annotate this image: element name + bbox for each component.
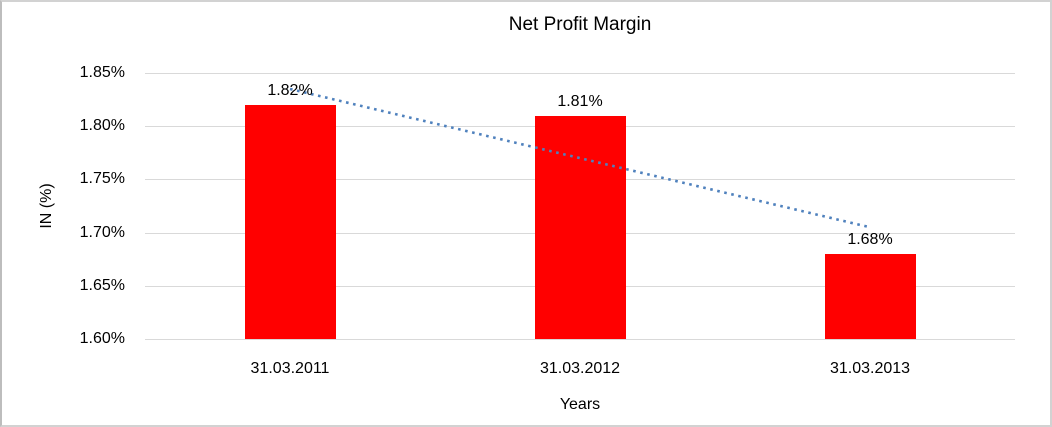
gridline (145, 73, 1015, 74)
bar (534, 115, 626, 339)
chart-title: Net Profit Margin (508, 14, 652, 35)
bar-value-label: 1.68% (847, 230, 893, 248)
bar (244, 104, 336, 339)
bar (824, 253, 916, 339)
bar-value-label: 1.82% (267, 81, 313, 99)
y-tick-label: 1.85% (79, 64, 125, 81)
x-tick-label: 31.03.2012 (539, 360, 621, 377)
x-tick-label: 31.03.2013 (829, 360, 911, 377)
y-tick-label: 1.65% (79, 276, 125, 294)
y-tick-label: 1.80% (79, 117, 125, 135)
y-tick-label: 1.75% (79, 170, 125, 188)
x-tick-label: 31.03.2011 (250, 360, 330, 377)
bar-value-label: 1.81% (557, 92, 603, 110)
y-axis-title: IN (%) (38, 183, 55, 229)
y-tick-label: 1.60% (79, 330, 125, 347)
y-tick-label: 1.70% (79, 223, 125, 241)
gridline (145, 339, 1015, 340)
x-axis-title: Years (559, 396, 601, 413)
